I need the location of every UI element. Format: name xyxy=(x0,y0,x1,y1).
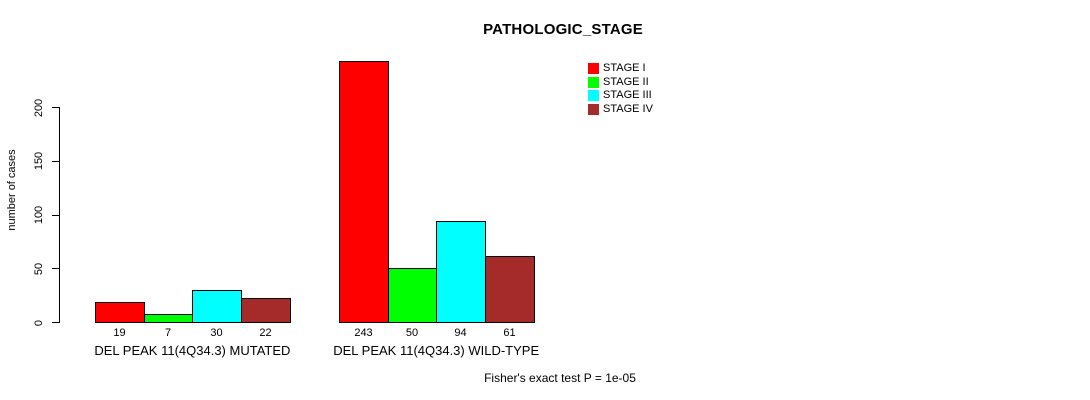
y-tick-mark xyxy=(52,107,59,108)
legend-swatch-icon xyxy=(588,90,599,101)
y-tick-label: 150 xyxy=(33,152,45,171)
statistical-test-note: Fisher's exact test P = 1e-05 xyxy=(484,371,636,385)
category-label: DEL PEAK 11(4Q34.3) MUTATED xyxy=(94,343,291,358)
legend-label: STAGE I xyxy=(603,62,646,74)
y-tick-label: 50 xyxy=(33,262,45,275)
legend-label: STAGE III xyxy=(603,89,652,101)
legend-item: STAGE II xyxy=(588,76,653,89)
legend-item: STAGE III xyxy=(588,89,653,102)
bar-stage-i xyxy=(339,61,389,323)
bar-stage-iv xyxy=(241,298,291,323)
bar-stage-iii xyxy=(192,290,242,323)
chart-title: PATHOLOGIC_STAGE xyxy=(483,21,643,38)
y-axis-label: number of cases xyxy=(6,149,18,231)
bar-value-label: 61 xyxy=(503,327,516,339)
legend-item: STAGE IV xyxy=(588,103,653,116)
y-tick-mark xyxy=(52,322,59,323)
bar-stage-ii xyxy=(388,268,437,323)
bar-stage-iv xyxy=(485,256,535,323)
bar-value-label: 94 xyxy=(454,327,467,339)
bar-value-label: 50 xyxy=(405,327,419,339)
y-tick-label: 200 xyxy=(33,98,45,117)
y-axis-line xyxy=(59,107,60,323)
legend-label: STAGE II xyxy=(603,75,649,88)
y-tick-mark xyxy=(52,160,59,162)
bar-value-label: 19 xyxy=(113,327,126,339)
legend-swatch-icon xyxy=(588,76,599,88)
category-label: DEL PEAK 11(4Q34.3) WILD-TYPE xyxy=(333,343,540,358)
bar-value-label: 243 xyxy=(354,327,373,339)
bar-stage-ii xyxy=(144,314,193,323)
y-tick-label: 100 xyxy=(33,205,45,225)
legend: STAGE I STAGE II STAGE III STAGE IV xyxy=(588,62,653,116)
bar-value-label: 30 xyxy=(210,327,223,339)
bar-stage-i xyxy=(95,302,145,323)
legend-swatch-icon xyxy=(588,63,599,74)
y-tick-mark xyxy=(52,268,59,270)
bar-value-label: 22 xyxy=(259,327,272,339)
y-tick-mark xyxy=(52,214,59,216)
legend-swatch-icon xyxy=(588,103,599,115)
legend-item: STAGE I xyxy=(588,62,653,75)
legend-label: STAGE IV xyxy=(603,102,653,115)
bar-stage-iii xyxy=(436,221,486,323)
bar-value-label: 7 xyxy=(164,327,172,339)
y-tick-label: 0 xyxy=(33,319,45,326)
